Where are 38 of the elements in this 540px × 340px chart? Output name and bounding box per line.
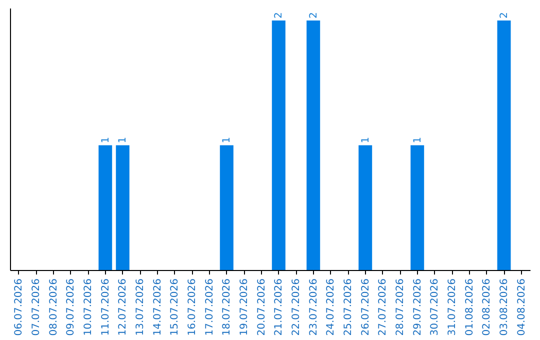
- x-tick-label: 12.07.2026: [118, 278, 129, 336]
- x-tick-label: 24.07.2026: [326, 278, 337, 336]
- x-tick-label: 26.07.2026: [360, 278, 372, 336]
- x-tick-label: 07.07.2026: [31, 278, 42, 336]
- x-tick-label: 18.07.2026: [222, 278, 233, 336]
- x-tick-label: 17.07.2026: [204, 278, 216, 336]
- data-label: 1: [100, 136, 112, 144]
- x-tick-label: 02.08.2026: [482, 278, 493, 336]
- x-tick-label: 30.07.2026: [430, 278, 441, 336]
- x-tick-label: 16.07.2026: [187, 278, 198, 336]
- x-tick-label: 19.07.2026: [239, 278, 250, 336]
- data-label: 2: [499, 12, 510, 18]
- data-label: 1: [222, 136, 233, 144]
- x-tick-label: 20.07.2026: [256, 278, 268, 336]
- data-label: 1: [118, 136, 129, 144]
- x-tick-label: 28.07.2026: [395, 278, 406, 336]
- x-tick-label: 06.07.2026: [14, 278, 25, 336]
- x-tick-label: 15.07.2026: [170, 278, 181, 336]
- x-tick-label: 04.08.2026: [516, 278, 528, 336]
- x-tick-label: 11.07.2026: [100, 278, 112, 336]
- data-label: 1: [412, 136, 424, 144]
- x-tick-label: 29.07.2026: [412, 278, 424, 336]
- x-tick-label: 09.07.2026: [66, 278, 77, 336]
- x-tick-label: 27.07.2026: [378, 278, 389, 336]
- x-tick-label: 23.07.2026: [308, 278, 320, 336]
- x-tick-label: 22.07.2026: [291, 278, 302, 336]
- x-tick-label: 01.08.2026: [464, 278, 476, 336]
- x-tick-label: 08.07.2026: [48, 278, 60, 336]
- x-tick-label: 25.07.2026: [343, 278, 354, 336]
- x-tick-label: 31.07.2026: [447, 278, 458, 336]
- data-label: 1: [360, 136, 372, 144]
- x-tick-label: 14.07.2026: [152, 278, 164, 336]
- x-tick-label: 03.08.2026: [499, 278, 510, 336]
- x-tick-label: 21.07.2026: [274, 278, 285, 336]
- data-label: 2: [308, 12, 320, 18]
- x-tick-label: 10.07.2026: [83, 278, 94, 336]
- data-label: 2: [274, 12, 285, 18]
- x-tick-label: 13.07.2026: [135, 278, 146, 336]
